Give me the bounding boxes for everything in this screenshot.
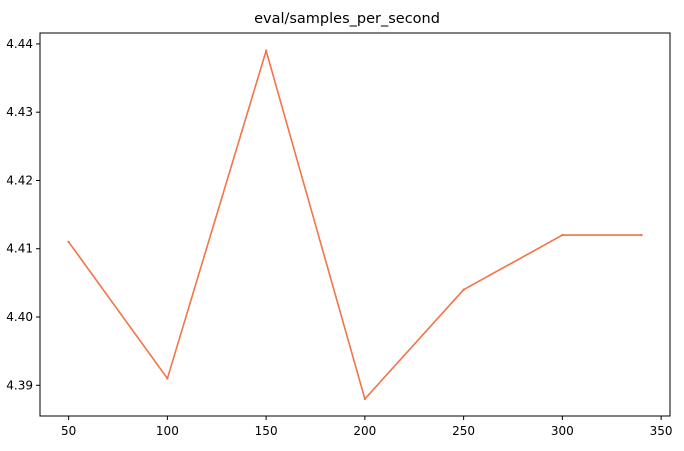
data-point: [67, 240, 70, 244]
data-point: [462, 288, 465, 291]
y-tick-label: 4.41: [6, 242, 33, 256]
y-tick-label: 4.43: [6, 105, 33, 119]
y-tick-label: 4.42: [6, 173, 33, 187]
y-tick-label: 4.44: [6, 37, 33, 51]
y-axis: 4.39 4.40 4.41 4.42 4.43 4.44: [6, 37, 40, 392]
chart-title: eval/samples_per_second: [254, 11, 440, 27]
data-point: [640, 233, 643, 237]
y-tick-label: 4.40: [6, 310, 33, 324]
data-point: [363, 397, 367, 401]
series-line: [67, 49, 642, 400]
series-group: [67, 49, 643, 401]
x-tick-label: 300: [551, 424, 574, 438]
data-point: [166, 377, 169, 380]
x-tick-label: 150: [255, 424, 278, 438]
data-point: [561, 233, 564, 237]
data-point: [264, 49, 268, 52]
x-tick-label: 350: [650, 424, 673, 438]
x-tick-label: 200: [353, 424, 376, 438]
plot-frame: [39, 32, 671, 417]
x-tick-label: 250: [452, 424, 475, 438]
y-tick-label: 4.39: [6, 378, 33, 392]
x-tick-label: 100: [156, 424, 179, 438]
x-tick-label: 50: [61, 424, 76, 438]
x-axis: 50 100 150 200 250 300 350: [61, 416, 673, 438]
